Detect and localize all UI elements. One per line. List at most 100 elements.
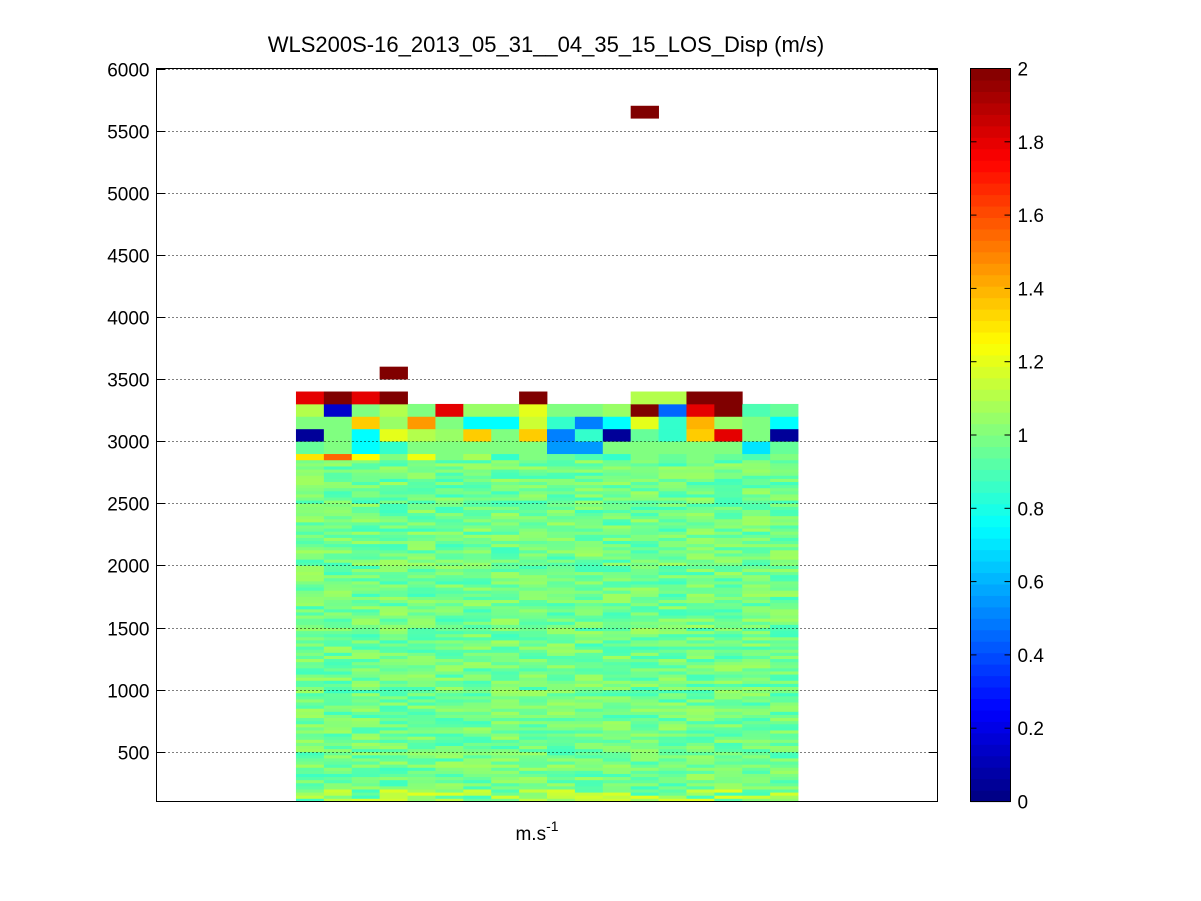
heatmap-cell xyxy=(407,615,436,619)
heatmap-cell xyxy=(295,475,325,479)
heatmap-cell xyxy=(463,702,492,706)
colorbar-band xyxy=(970,194,1011,207)
heatmap-cell xyxy=(323,633,353,638)
heatmap-cell xyxy=(602,730,632,734)
heatmap-cell xyxy=(407,674,436,678)
heatmap-cell xyxy=(574,531,604,535)
heatmap-cell xyxy=(519,767,548,771)
heatmap-cell xyxy=(491,639,520,644)
heatmap-cell xyxy=(435,711,464,715)
heatmap-cell xyxy=(547,624,576,628)
heatmap-cell xyxy=(714,621,743,625)
heatmap-cell xyxy=(658,761,687,765)
heatmap-cell xyxy=(658,528,687,532)
heatmap-cell xyxy=(295,761,325,765)
heatmap-cell xyxy=(351,605,381,610)
heatmap-cell xyxy=(658,553,687,557)
heatmap-cell xyxy=(770,441,799,455)
heatmap-cell xyxy=(463,574,492,579)
heatmap-cell xyxy=(686,509,715,514)
heatmap-cell xyxy=(686,608,715,613)
heatmap-cell xyxy=(351,643,381,647)
heatmap-cell xyxy=(351,770,381,774)
heatmap-cell xyxy=(686,745,715,750)
heatmap-cell xyxy=(379,459,408,464)
heatmap-cell xyxy=(742,608,771,613)
heatmap-cell xyxy=(574,481,604,486)
heatmap-cell xyxy=(435,745,464,750)
heatmap-cell xyxy=(658,621,687,625)
heatmap-cell xyxy=(742,593,771,597)
heatmap-cell xyxy=(519,596,548,601)
heatmap-cell xyxy=(574,478,604,482)
heatmap-cell xyxy=(463,708,492,712)
heatmap-cell xyxy=(351,792,381,796)
colorbar-band xyxy=(970,652,1011,665)
heatmap-cell xyxy=(435,462,464,467)
heatmap-cell xyxy=(658,723,687,728)
heatmap-cell xyxy=(742,711,771,715)
heatmap-cell xyxy=(379,689,408,694)
heatmap-cell xyxy=(351,593,381,597)
heatmap-cell xyxy=(658,462,687,467)
heatmap-cell xyxy=(435,798,464,802)
heatmap-cell xyxy=(379,686,408,691)
colorbar-band xyxy=(970,767,1011,780)
heatmap-cell xyxy=(602,490,632,495)
heatmap-cell xyxy=(714,733,743,737)
heatmap-cell xyxy=(379,695,408,700)
colorbar-band xyxy=(970,595,1011,608)
heatmap-cell xyxy=(491,708,520,712)
heatmap-cell xyxy=(686,618,715,622)
heatmap-cell xyxy=(630,702,659,706)
heatmap-cell xyxy=(602,717,632,722)
heatmap-cell xyxy=(742,543,771,548)
heatmap-cell xyxy=(574,571,604,576)
heatmap-cell xyxy=(658,627,687,632)
heatmap-cell xyxy=(407,671,436,675)
heatmap-cell xyxy=(295,599,325,604)
heatmap-cell xyxy=(658,655,687,660)
heatmap-cell xyxy=(435,500,464,504)
heatmap-cell xyxy=(574,792,604,796)
heatmap-cell xyxy=(463,639,492,644)
heatmap-cell xyxy=(658,776,687,781)
heatmap-cell xyxy=(686,472,715,476)
heatmap-cell xyxy=(574,565,604,569)
heatmap-cell xyxy=(379,618,408,622)
heatmap-cell xyxy=(686,736,715,740)
heatmap-cell xyxy=(602,518,632,523)
heatmap-cell xyxy=(435,742,464,746)
heatmap-cell xyxy=(407,559,436,563)
heatmap-cell xyxy=(351,758,381,762)
heatmap-cell xyxy=(463,621,492,625)
heatmap-cell xyxy=(630,717,659,722)
heatmap-cell xyxy=(379,736,408,740)
heatmap-cell xyxy=(770,621,799,625)
heatmap-cell xyxy=(742,723,771,728)
heatmap-cell xyxy=(686,534,715,538)
heatmap-cell xyxy=(630,754,659,759)
heatmap-cell xyxy=(574,577,604,582)
heatmap-cell xyxy=(714,695,743,700)
heatmap-cell xyxy=(770,484,799,489)
heatmap-cell xyxy=(379,549,408,554)
heatmap-cell xyxy=(435,758,464,762)
heatmap-cell xyxy=(463,624,492,628)
heatmap-cell xyxy=(630,770,659,774)
heatmap-cell xyxy=(686,773,715,778)
heatmap-cell xyxy=(714,525,743,529)
heatmap-cell xyxy=(602,428,632,442)
heatmap-cell xyxy=(463,776,492,781)
heatmap-cell xyxy=(519,503,548,507)
heatmap-cell xyxy=(351,630,381,635)
heatmap-cell xyxy=(574,789,604,793)
heatmap-cell xyxy=(686,525,715,529)
heatmap-outlier-cell xyxy=(630,105,659,119)
heatmap-cell xyxy=(686,754,715,759)
heatmap-cell xyxy=(295,782,325,787)
colorbar-band xyxy=(970,686,1011,700)
heatmap-cell xyxy=(742,782,771,787)
heatmap-cell xyxy=(463,478,492,482)
heatmap-cell xyxy=(770,543,799,548)
